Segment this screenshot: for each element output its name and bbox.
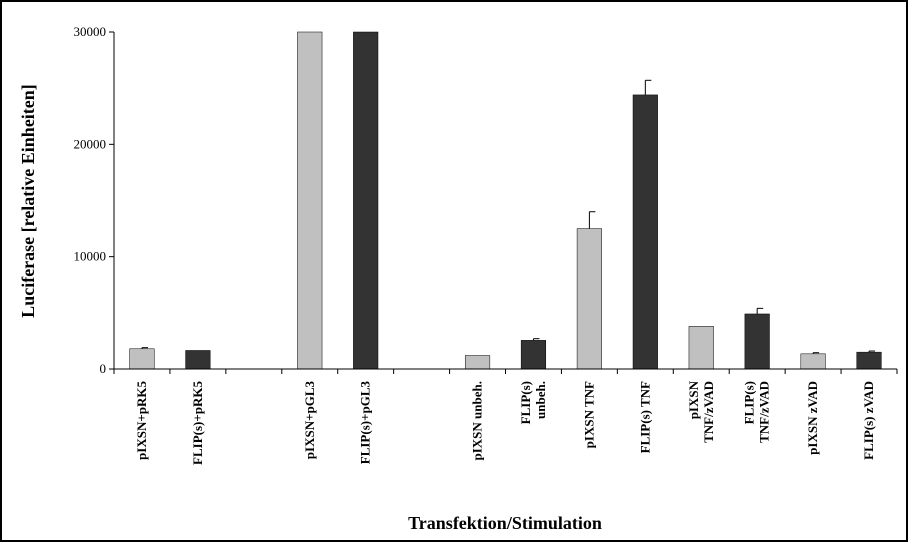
- x-ticks-layer: [113, 369, 898, 374]
- y-tick-label: 20000: [74, 136, 107, 151]
- x-axis-label: Transfektion/Stimulation: [408, 513, 602, 533]
- y-tick-label: 30000: [74, 24, 107, 39]
- bar: [353, 31, 379, 370]
- category-label: FLIP(s) zVAD: [861, 381, 876, 460]
- bar: [632, 94, 658, 370]
- bar: [688, 326, 714, 370]
- bar: [520, 340, 547, 370]
- category-label: FLIP(s): [742, 381, 757, 424]
- category-label: pIXSN+pGL3: [302, 381, 317, 460]
- bar: [576, 228, 602, 370]
- category-labels-layer: pIXSN+pRK5 FLIP(s)+pRK5 pIXSN+pGL3 FLIP(s)+…: [134, 380, 876, 465]
- bar: [297, 31, 323, 370]
- category-label: pIXSN: [686, 380, 701, 419]
- category-label: pIXSN+pRK5: [134, 381, 149, 460]
- category-label: TNF/zVAD: [757, 381, 772, 443]
- category-label: FLIP(s): [518, 381, 533, 424]
- bar: [856, 351, 882, 370]
- bar: [129, 348, 155, 370]
- y-axis-label: Luciferase [relative Einheiten]: [18, 84, 38, 318]
- y-ticks-layer: 0 10000 20000 30000: [74, 24, 114, 376]
- error-bars-layer: [141, 79, 876, 354]
- bar: [744, 313, 770, 370]
- category-label: FLIP(s) TNF: [637, 381, 652, 453]
- category-label: FLIP(s)+pGL3: [358, 381, 373, 465]
- category-label: unbeh.: [533, 381, 548, 419]
- y-tick-label: 0: [100, 361, 107, 376]
- y-tick-label: 10000: [74, 249, 107, 264]
- bar: [464, 355, 491, 370]
- category-label: TNF/zVAD: [701, 381, 716, 443]
- category-label: FLIP(s)+pRK5: [190, 381, 205, 465]
- category-label: pIXSN zVAD: [805, 381, 820, 455]
- category-label: pIXSN unbeh.: [470, 381, 485, 461]
- bar: [800, 353, 826, 370]
- bar: [185, 350, 211, 370]
- bars-layer: [129, 31, 882, 370]
- category-label: pIXSN TNF: [581, 381, 596, 448]
